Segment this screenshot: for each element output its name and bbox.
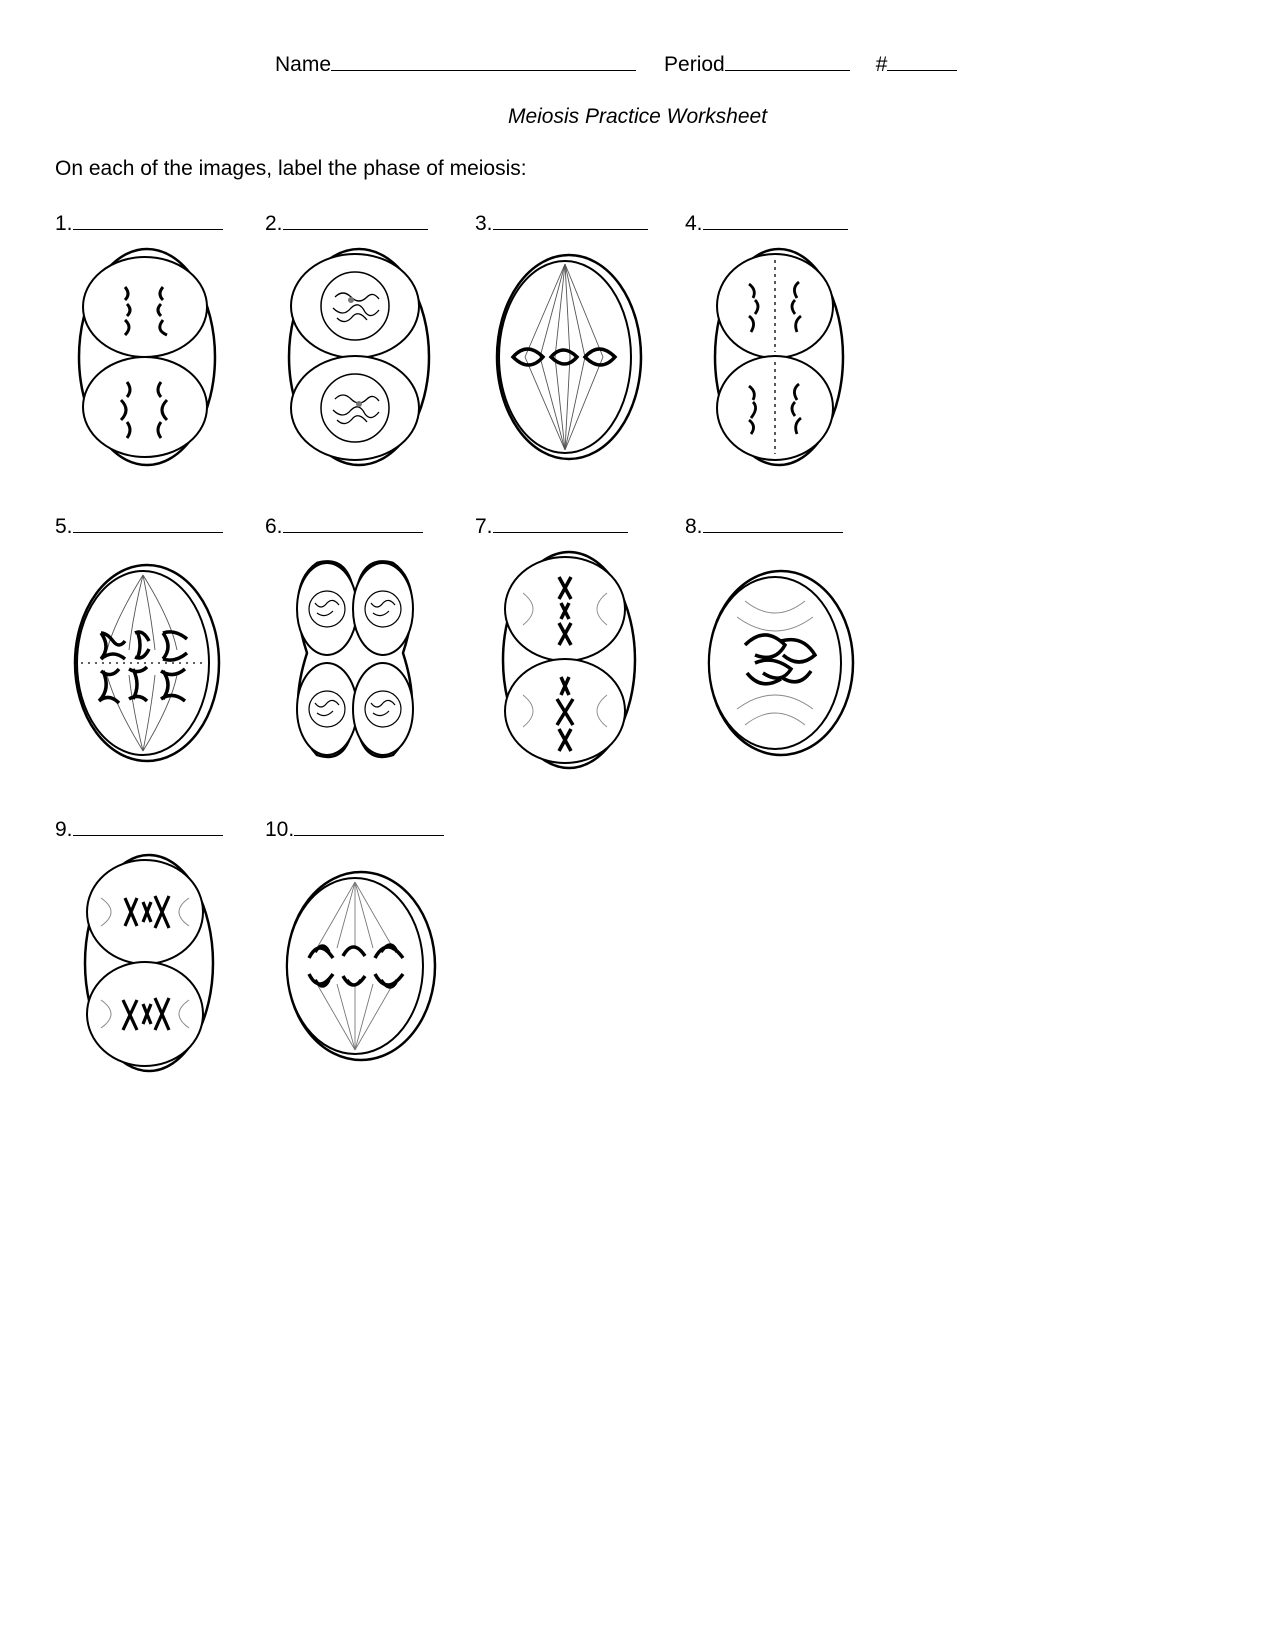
q10-diagram: [265, 848, 445, 1078]
number-field[interactable]: #: [876, 50, 958, 77]
worksheet-title: Meiosis Practice Worksheet: [55, 105, 1220, 129]
question-grid: 1.: [55, 209, 1220, 1078]
q9-diagram: [55, 848, 235, 1078]
q4-label[interactable]: 4.: [685, 209, 848, 236]
q2-label[interactable]: 2.: [265, 209, 428, 236]
q7-label[interactable]: 7.: [475, 512, 628, 539]
name-field[interactable]: Name: [275, 50, 636, 77]
period-label: Period: [664, 53, 725, 77]
q10-label[interactable]: 10.: [265, 815, 444, 842]
q8-diagram: [685, 545, 865, 775]
q9-blank[interactable]: [73, 815, 223, 836]
instructions: On each of the images, label the phase o…: [55, 157, 1220, 181]
q2-diagram: [265, 242, 445, 472]
number-blank[interactable]: [887, 50, 957, 71]
q8-blank[interactable]: [703, 512, 843, 533]
q8-label[interactable]: 8.: [685, 512, 843, 539]
q3-label[interactable]: 3.: [475, 209, 648, 236]
question-1: 1.: [55, 209, 265, 472]
q6-label[interactable]: 6.: [265, 512, 423, 539]
name-label: Name: [275, 53, 331, 77]
question-9: 9.: [55, 815, 265, 1078]
q5-blank[interactable]: [73, 512, 223, 533]
q3-diagram: [475, 242, 655, 472]
period-blank[interactable]: [725, 50, 850, 71]
q3-blank[interactable]: [493, 209, 648, 230]
q7-diagram: [475, 545, 655, 775]
question-6: 6.: [265, 512, 475, 775]
q4-diagram: [685, 242, 865, 472]
q6-blank[interactable]: [283, 512, 423, 533]
question-2: 2.: [265, 209, 475, 472]
q4-blank[interactable]: [703, 209, 848, 230]
q1-blank[interactable]: [73, 209, 223, 230]
worksheet-header: Name Period #: [275, 50, 1220, 77]
question-7: 7.: [475, 512, 685, 775]
q2-blank[interactable]: [283, 209, 428, 230]
name-blank[interactable]: [331, 50, 636, 71]
q7-blank[interactable]: [493, 512, 628, 533]
q1-diagram: [55, 242, 235, 472]
question-8: 8.: [685, 512, 895, 775]
q9-label[interactable]: 9.: [55, 815, 223, 842]
q1-label[interactable]: 1.: [55, 209, 223, 236]
question-4: 4.: [685, 209, 895, 472]
period-field[interactable]: Period: [664, 50, 850, 77]
question-5: 5.: [55, 512, 265, 775]
question-3: 3.: [475, 209, 685, 472]
q5-label[interactable]: 5.: [55, 512, 223, 539]
q10-blank[interactable]: [294, 815, 444, 836]
q5-diagram: [55, 545, 235, 775]
q6-diagram: [265, 545, 445, 775]
question-10: 10.: [265, 815, 475, 1078]
hash-label: #: [876, 53, 888, 77]
